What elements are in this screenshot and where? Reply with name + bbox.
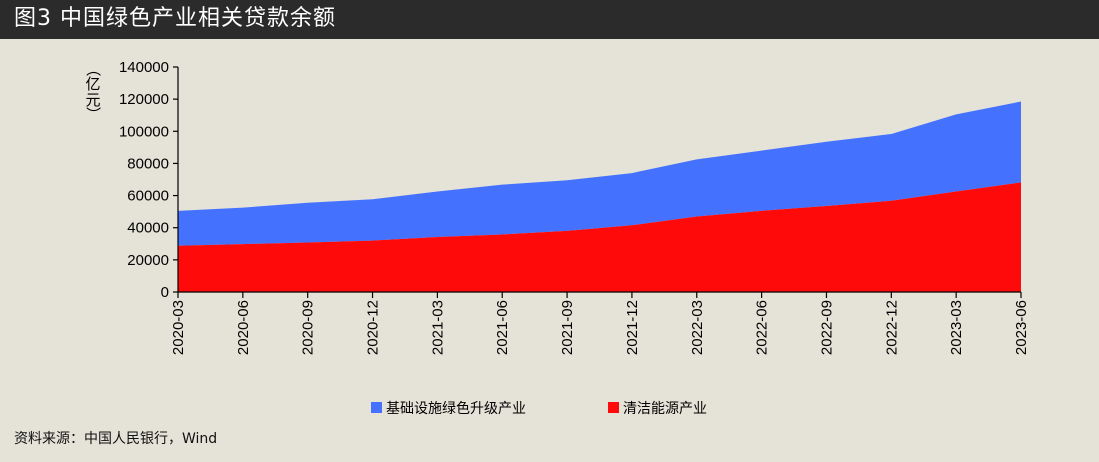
legend-infrastructure-label: 基础设施绿色升级产业 — [386, 400, 526, 417]
y-axis-title-char: （ — [84, 61, 101, 76]
area-chart: 0 20000 40000 60000 80000 100000 120000 140000 （… — [84, 59, 1030, 417]
x-tick-label: 2020-12 — [365, 300, 382, 355]
x-tick-label: 2022-09 — [818, 300, 835, 355]
y-axis-title-char: ） — [84, 106, 101, 121]
y-axis-title-char: 亿 — [85, 76, 100, 93]
chart-title: 图3 中国绿色产业相关贷款余额 — [14, 6, 336, 31]
x-tick-label: 2022-03 — [689, 300, 706, 355]
area-series-infrastructure — [178, 101, 1021, 246]
legend-clean-energy-label: 清洁能源产业 — [623, 401, 707, 417]
source-note: 资料来源：中国人民银行，Wind — [14, 431, 218, 447]
x-tick-label: 2022-12 — [883, 300, 900, 355]
y-axis-title-char: 元 — [85, 92, 100, 109]
x-tick-label: 2020-06 — [235, 300, 252, 355]
x-tick-label: 2021-06 — [494, 300, 511, 355]
area-series-clean-energy — [178, 182, 1021, 292]
y-tick-label: 40000 — [127, 220, 169, 237]
y-tick-label: 100000 — [119, 123, 169, 140]
y-tick-label: 140000 — [119, 59, 169, 76]
y-tick-label: 20000 — [127, 252, 169, 269]
title-bar: 图3 中国绿色产业相关贷款余额 — [0, 0, 1099, 39]
x-tick-label: 2022-06 — [754, 300, 771, 355]
x-tick-label: 2020-03 — [170, 300, 187, 355]
x-tick-label: 2023-06 — [1013, 300, 1030, 355]
x-tick-label: 2023-03 — [948, 300, 965, 355]
x-tick-label: 2021-12 — [624, 300, 641, 355]
y-tick-label: 80000 — [127, 155, 169, 172]
y-tick-label: 0 — [161, 284, 169, 301]
y-tick-label: 60000 — [127, 188, 169, 205]
x-tick-label: 2021-09 — [559, 300, 576, 355]
x-tick-label: 2021-03 — [429, 300, 446, 355]
y-tick-label: 120000 — [119, 91, 169, 108]
legend-clean-energy-swatch — [608, 402, 619, 413]
legend-infrastructure-swatch — [371, 402, 382, 413]
x-tick-label: 2020-09 — [300, 300, 317, 355]
